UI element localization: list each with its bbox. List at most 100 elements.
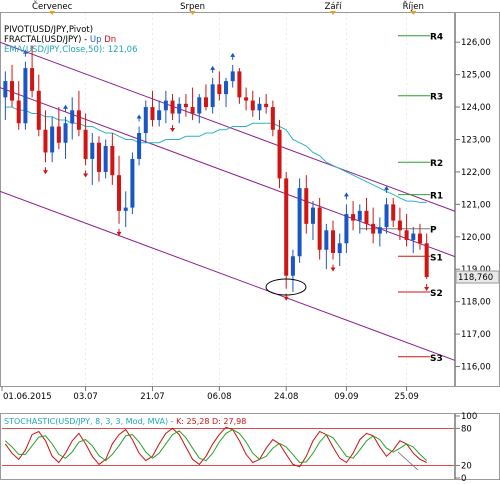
stoch-tick-label: 80 xyxy=(461,424,472,434)
price-tick-label: 126,00 xyxy=(461,38,491,48)
candle-down xyxy=(43,129,48,153)
fractal-down-arrowhead xyxy=(83,173,89,178)
candle-up xyxy=(377,227,382,234)
date-tick-label: 01.06.2015 xyxy=(3,392,52,402)
candle-down xyxy=(190,107,195,114)
candle-up xyxy=(411,233,416,241)
pivot-level-s3-label: S3 xyxy=(430,354,443,364)
candle-down xyxy=(277,129,282,179)
candle-down xyxy=(351,214,356,221)
pivot-levels: R4 R3 R2 R1 P S1 S2 S3 xyxy=(360,33,443,364)
candle-down xyxy=(83,129,88,159)
candle-down xyxy=(397,220,402,231)
candle-down xyxy=(244,97,249,101)
candle-down xyxy=(264,103,269,108)
candle-down xyxy=(371,223,376,234)
candle-up xyxy=(50,126,55,153)
candle-up xyxy=(177,103,182,114)
candle-up xyxy=(130,158,135,208)
pivot-level-r3-label: R3 xyxy=(430,93,443,103)
candle-down xyxy=(76,110,81,130)
month-label: Září xyxy=(325,2,343,12)
candle-down xyxy=(16,100,21,124)
candle-down xyxy=(424,243,429,278)
legend-pivot: PIVOT(USD/JPY,Pivot) xyxy=(4,25,93,35)
candle-down xyxy=(117,175,122,211)
candle-down xyxy=(170,100,175,114)
price-tick-label: 118,00 xyxy=(461,298,491,308)
candle-up xyxy=(63,123,68,143)
month-axis: Červenec Srpen Září Říjen xyxy=(32,0,424,15)
pivot-level-r2-label: R2 xyxy=(430,159,443,169)
candle-down xyxy=(331,230,336,254)
price-axis: 126,00 125,00 124,00 123,00 122,00 121,00 120,… xyxy=(455,38,500,373)
candles xyxy=(3,45,429,292)
legend-fractal: FRACTAL(USD/JPY) - Up Dn xyxy=(4,35,116,45)
candle-down xyxy=(36,90,41,130)
fractal-up-arrowhead xyxy=(22,49,28,54)
candle-down xyxy=(96,142,101,172)
fractal-down-arrowhead xyxy=(116,231,122,236)
candle-up xyxy=(230,71,235,82)
fractal-down-arrowhead xyxy=(42,170,48,175)
candle-down xyxy=(10,81,15,101)
stoch-tick-label: 20 xyxy=(461,462,472,472)
candle-up xyxy=(384,204,389,228)
price-tick-label: 124,00 xyxy=(461,103,491,113)
price-tick-label: 116,00 xyxy=(461,363,491,373)
candle-down xyxy=(183,103,188,108)
date-tick-label: 03.07 xyxy=(73,392,97,402)
price-tick-label: 120,00 xyxy=(461,233,491,243)
month-label: Srpen xyxy=(180,2,205,12)
pivot-level-s1-label: S1 xyxy=(430,253,443,263)
candle-up xyxy=(337,243,342,254)
candle-up xyxy=(210,84,215,108)
candle-up xyxy=(123,207,128,211)
candle-up xyxy=(224,81,229,95)
candle-up xyxy=(103,145,108,172)
candle-down xyxy=(203,97,208,108)
month-marker-icon xyxy=(189,11,196,15)
candle-up xyxy=(310,207,315,224)
fractal-down-arrowhead xyxy=(170,128,176,133)
fractal-up-arrowhead xyxy=(230,52,236,57)
price-tick-label: 119,00 xyxy=(461,265,491,275)
candle-down xyxy=(237,71,242,98)
low-highlight-ellipse xyxy=(265,278,307,296)
date-tick-label: 25.09 xyxy=(394,392,418,402)
fractal-up-arrowhead xyxy=(343,192,349,197)
stoch-tick-label: 100 xyxy=(461,412,477,422)
fractal-up-arrowhead xyxy=(63,104,69,109)
candle-up xyxy=(70,110,75,124)
candle-up xyxy=(163,100,168,111)
candle-up xyxy=(290,256,295,276)
stoch-legend: STOCHASTIC(USD/JPY, 8, 3, 3, Mod, MVA) -… xyxy=(4,417,246,426)
pivot-level-s2-label: S2 xyxy=(430,289,443,299)
candle-down xyxy=(284,178,289,276)
candle-down xyxy=(217,84,222,95)
candle-down xyxy=(30,68,35,91)
date-axis: 01.06.2015 03.07 21.07 06.08 24.08 09.09 25.09 xyxy=(1,386,419,402)
candle-up xyxy=(257,103,262,111)
price-tick-label: 122,00 xyxy=(461,168,491,178)
candle-down xyxy=(417,233,422,244)
fractal-markers xyxy=(22,49,430,301)
fractal-down-arrowhead xyxy=(283,296,289,301)
legend-ema: EMA(USD/JPY,Close,50): 121,06 xyxy=(4,45,138,55)
candle-up xyxy=(344,214,349,244)
stoch-title: STOCHASTIC(USD/JPY, 8, 3, 3, Mod, MVA) - xyxy=(4,417,176,426)
candle-up xyxy=(297,188,302,257)
candle-down xyxy=(404,230,409,241)
price-tick-label: 125,00 xyxy=(461,71,491,81)
candle-down xyxy=(110,145,115,176)
pivot-level-r4-label: R4 xyxy=(430,33,443,43)
candle-up xyxy=(143,107,148,134)
stoch-trend-line xyxy=(397,451,419,471)
date-tick-label: 24.08 xyxy=(274,392,298,402)
top-axis-band xyxy=(0,0,455,12)
ema-line xyxy=(5,106,427,203)
candle-down xyxy=(56,126,61,143)
candle-up xyxy=(357,210,362,221)
fractal-up-arrowhead xyxy=(384,185,390,190)
